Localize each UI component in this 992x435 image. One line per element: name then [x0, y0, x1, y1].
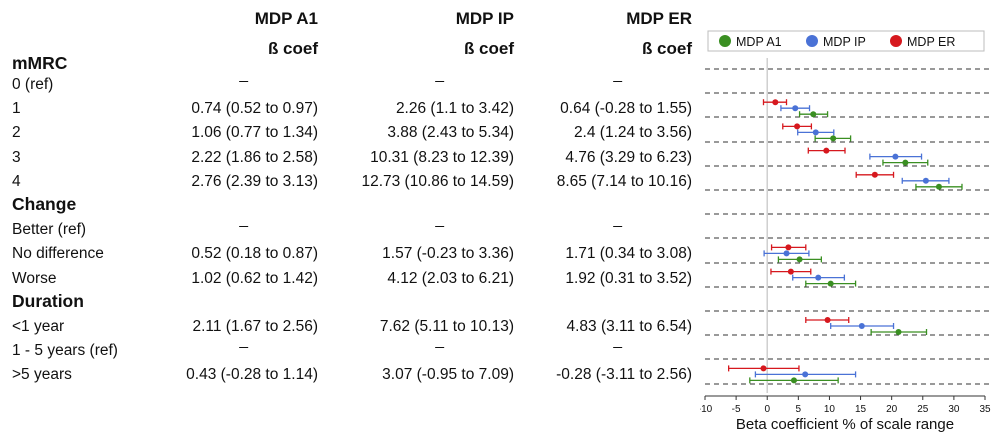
row-label: >5 years [12, 366, 72, 384]
point-estimate [785, 244, 792, 251]
point-estimate [812, 129, 819, 136]
estimate-cell: 4.12 (2.03 to 6.21) [387, 269, 514, 287]
estimate-cell: 2.11 (1.67 to 2.56) [192, 318, 318, 335]
x-tick-label: 5 [796, 404, 802, 415]
estimate-cell: 2.4 (1.24 to 3.56) [573, 124, 692, 142]
estimate-cell: 0.64 (-0.28 to 1.55) [560, 100, 692, 118]
legend-marker [719, 35, 731, 47]
legend-label: MDP IP [823, 35, 866, 49]
estimate-cell: 3.07 (-0.95 to 7.09) [382, 366, 514, 384]
row-label: 4 [12, 172, 21, 190]
column-title: MDP A1 [254, 9, 318, 28]
reference-dash: _ [239, 66, 248, 83]
estimate-cell: 2.76 (2.39 to 3.13) [191, 172, 318, 190]
column-subtitle: ß coef [641, 39, 692, 58]
x-tick-label: -10 [700, 404, 713, 415]
row-label: 1 - 5 years (ref) [12, 342, 118, 360]
estimate-cell: 12.73 (10.86 to 14.59) [361, 172, 514, 190]
point-estimate [858, 323, 865, 329]
point-estimate [824, 317, 831, 323]
estimate-cell: 1.06 (0.77 to 1.34) [191, 124, 318, 142]
point-estimate [810, 111, 817, 118]
estimate-cell: 0.52 (0.18 to 0.87) [191, 245, 318, 263]
estimate-cell: 8.65 (7.14 to 10.16) [556, 172, 692, 190]
point-estimate [772, 99, 779, 106]
reference-dash: _ [239, 332, 248, 350]
reference-dash: _ [435, 66, 444, 83]
estimate-cell: 1.71 (0.34 to 3.08) [565, 245, 692, 263]
estimate-cell: 1.57 (-0.23 to 3.36) [382, 245, 514, 263]
point-estimate [760, 365, 767, 372]
row-label: <1 year [12, 318, 65, 335]
column-subtitle: ß coef [267, 39, 318, 58]
estimate-cell: -0.28 (-3.11 to 2.56) [556, 366, 692, 384]
point-estimate [787, 268, 794, 275]
x-tick-label: 30 [948, 404, 960, 415]
column-title: MDP ER [626, 9, 692, 28]
legend-label: MDP A1 [736, 35, 782, 49]
point-estimate [892, 153, 899, 160]
x-tick-label: 10 [824, 404, 836, 415]
section-title: mMRC [12, 53, 68, 73]
column-title: MDP IP [455, 9, 514, 28]
estimate-cell: 4.83 (3.11 to 6.54) [566, 318, 692, 335]
point-estimate [823, 147, 830, 154]
reference-dash: _ [435, 332, 444, 350]
point-estimate [790, 377, 797, 384]
x-tick-label: 20 [886, 404, 898, 415]
point-estimate [830, 135, 837, 142]
estimate-cell: 2.22 (1.86 to 2.58) [191, 148, 318, 166]
point-estimate [815, 274, 822, 281]
reference-dash: _ [239, 211, 248, 229]
estimate-cell: 0.43 (-0.28 to 1.14) [186, 366, 318, 384]
row-label: 3 [12, 148, 21, 166]
column-subtitle: ß coef [463, 39, 514, 58]
point-estimate [792, 105, 799, 112]
x-tick-label: -5 [732, 404, 741, 415]
reference-dash: _ [613, 211, 622, 229]
estimates-table: MDP A1 ß coef MDP IP ß coef MDP ER ß coef mMRC… [12, 9, 692, 384]
estimate-cell: 1.92 (0.31 to 3.52) [565, 269, 692, 287]
point-estimate [794, 123, 801, 130]
row-label: 0 (ref) [12, 76, 54, 93]
estimate-cell: 4.76 (3.29 to 6.23) [565, 148, 692, 166]
section-title: Duration [12, 290, 84, 311]
estimate-cell: 7.62 (5.11 to 10.13) [379, 318, 514, 335]
x-tick-label: 15 [855, 404, 867, 415]
legend-marker [806, 35, 818, 47]
reference-dash: _ [613, 332, 622, 350]
estimate-cell: 1.02 (0.62 to 1.42) [191, 269, 318, 287]
estimate-cell: 10.31 (8.23 to 12.39) [370, 148, 514, 166]
row-label: No difference [12, 245, 104, 263]
x-tick-label: 25 [917, 404, 929, 415]
row-label: Better (ref) [12, 221, 87, 239]
estimate-cell: 0.74 (0.52 to 0.97) [191, 100, 318, 118]
point-estimate [827, 280, 834, 287]
point-estimate [902, 159, 909, 166]
point-estimate [935, 183, 942, 190]
point-estimate [802, 371, 809, 378]
estimate-cell: 2.26 (1.1 to 3.42) [395, 100, 514, 118]
row-label: 2 [12, 124, 21, 142]
point-estimate [796, 256, 803, 263]
point-estimate [783, 250, 790, 257]
section-title: Change [12, 194, 77, 214]
legend-label: MDP ER [907, 35, 955, 49]
forest-plot: MDP A1 MDP IP MDP ER -10 -5 0 5 10 15 20 25 30 35 Bet… [700, 30, 991, 433]
row-label: Worse [12, 269, 57, 287]
legend-marker [890, 35, 902, 47]
reference-dash: _ [435, 211, 444, 229]
row-label: 1 [12, 100, 21, 118]
x-tick-label: 0 [764, 404, 770, 415]
point-estimate [922, 177, 929, 184]
reference-dash: _ [613, 66, 622, 83]
point-estimate [871, 171, 878, 178]
legend [707, 30, 985, 52]
point-estimate [895, 329, 902, 335]
x-axis-title: Beta coefficient % of scale range [736, 416, 954, 433]
estimate-cell: 3.88 (2.43 to 5.34) [387, 124, 514, 142]
x-tick-label: 35 [979, 404, 991, 415]
